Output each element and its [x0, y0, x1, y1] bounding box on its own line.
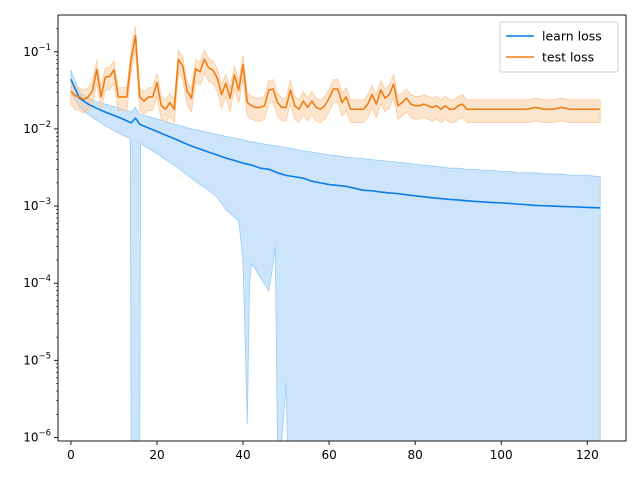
x-axis-ticks: 0 20 40 60 80 100 120 — [67, 441, 599, 462]
y-tick-label: 10−4 — [23, 274, 51, 290]
x-tick-label: 40 — [235, 448, 250, 462]
legend-label-test: test loss — [542, 50, 594, 65]
y-tick-label: 10−2 — [23, 120, 51, 136]
legend-label-learn: learn loss — [542, 29, 602, 44]
y-tick-label: 10−6 — [23, 428, 51, 444]
x-tick-label: 100 — [490, 448, 513, 462]
x-tick-label: 80 — [408, 448, 423, 462]
learn-band — [70, 69, 601, 441]
x-tick-label: 60 — [321, 448, 336, 462]
y-tick-label: 10−5 — [23, 351, 51, 367]
legend: learn loss test loss — [499, 21, 619, 73]
y-tick-label: 10−1 — [23, 43, 51, 59]
x-tick-label: 20 — [149, 448, 164, 462]
series-lines — [70, 34, 601, 209]
y-axis-ticks: 10−6 10−5 10−4 10−3 10−2 10−1 — [23, 28, 58, 444]
legend-box — [499, 21, 619, 73]
x-tick-label: 120 — [576, 448, 599, 462]
learn-loss-line — [70, 78, 601, 209]
y-tick-label: 10−3 — [23, 197, 51, 213]
x-tick-label: 0 — [67, 448, 75, 462]
plot-frame — [57, 14, 627, 442]
test-loss-line — [70, 34, 601, 111]
axes — [57, 14, 627, 442]
